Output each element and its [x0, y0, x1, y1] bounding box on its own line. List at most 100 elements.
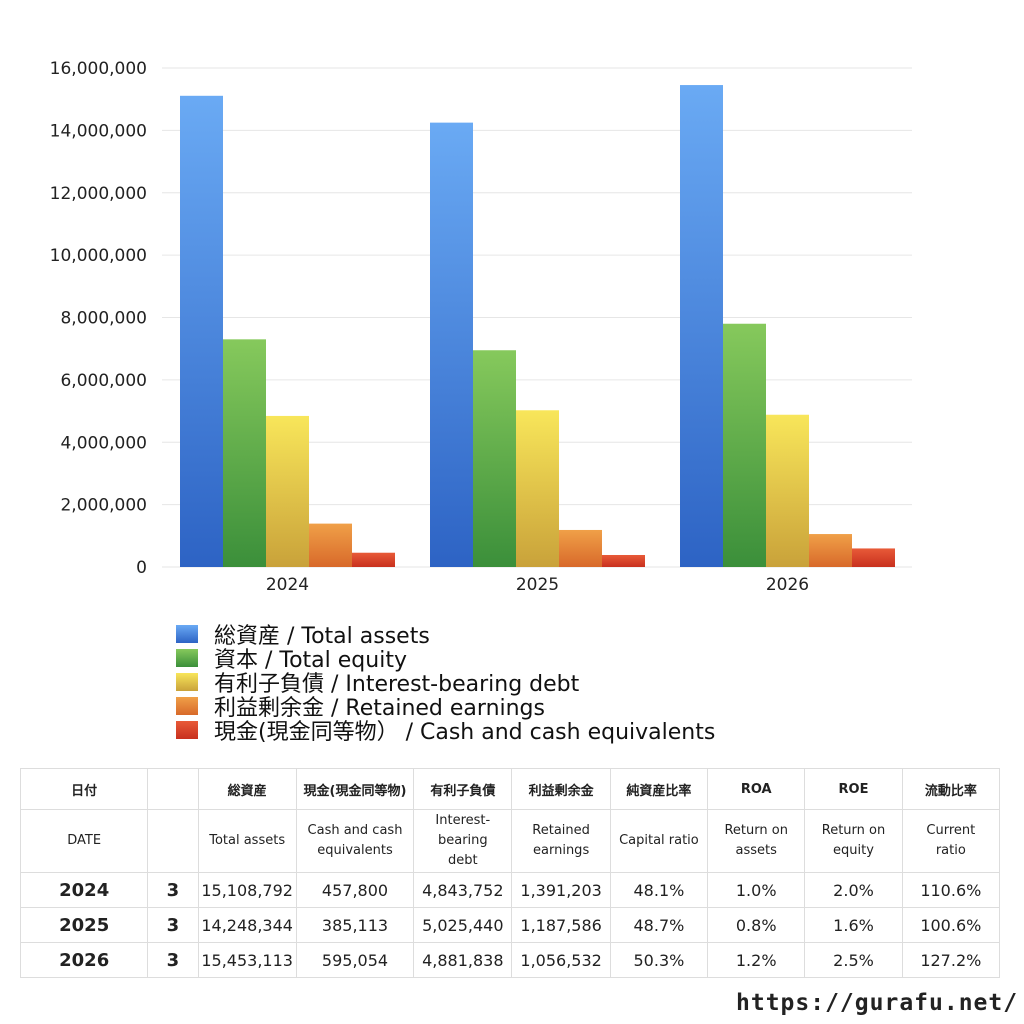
table-cell: 457,800: [295, 872, 415, 908]
legend-item: 有利子負債 / Interest-bearing debt: [176, 670, 715, 697]
x-tick-label: 2026: [766, 575, 809, 595]
table-cell: 3: [147, 907, 199, 943]
legend-swatch: [176, 697, 198, 715]
table-cell: 110.6%: [901, 872, 1001, 908]
y-tick-label: 12,000,000: [50, 184, 147, 204]
table-header-jp: 日付 総資産 現金(現金同等物) 有利子負債 利益剰余金 純資産比率 ROA ROE 流動比率: [19, 768, 1001, 810]
table-cell: 4,843,752: [413, 872, 513, 908]
legend: 総資産 / Total assets 資本 / Total equity 有利子負債…: [176, 622, 715, 745]
table-cell: 14,248,344: [197, 907, 297, 943]
table-cell: 15,108,792: [197, 872, 297, 908]
y-tick-label: 10,000,000: [50, 246, 147, 266]
legend-swatch: [176, 721, 198, 739]
header-cell: ROE: [804, 768, 903, 810]
table-cell: 385,113: [295, 907, 415, 943]
table-cell: 15,453,113: [197, 942, 297, 978]
header-cell: 純資産比率: [609, 768, 709, 810]
legend-swatch: [176, 625, 198, 643]
legend-label: 資本 / Total equity: [214, 648, 407, 673]
table-header-en: DATE Total assets Cash and cash equivalents…: [19, 809, 1001, 873]
y-tick-label: 6,000,000: [60, 371, 147, 391]
bar: [309, 523, 352, 567]
table-cell: 2.5%: [804, 942, 903, 978]
bar-chart: 0 2,000,000 4,000,000 6,000,000 8,000,000 10,…: [50, 59, 912, 595]
x-tick-label: 2024: [266, 575, 309, 595]
y-tick-label: 14,000,000: [50, 121, 147, 141]
table-cell: 2025: [19, 907, 149, 943]
header-cell: [147, 768, 199, 810]
table-cell: 2026: [19, 942, 149, 978]
bar: [516, 410, 559, 567]
table-cell: 4,881,838: [413, 942, 513, 978]
bar: [430, 122, 473, 568]
y-tick-label: 4,000,000: [60, 433, 147, 453]
header-cell: Interest-bearing debt: [413, 809, 513, 873]
legend-swatch: [176, 673, 198, 691]
bar: [766, 414, 809, 567]
table-cell: 127.2%: [901, 942, 1001, 978]
table-cell: 3: [147, 872, 199, 908]
header-cell: Current ratio: [901, 809, 1001, 873]
bar: [723, 323, 766, 567]
legend-swatch: [176, 649, 198, 667]
table-cell: 48.1%: [609, 872, 709, 908]
header-cell: 総資産: [197, 768, 297, 810]
table-cell: 5,025,440: [413, 907, 513, 943]
legend-label: 総資産 / Total assets: [214, 624, 430, 649]
header-cell: 日付: [19, 768, 149, 810]
header-cell: 現金(現金同等物): [295, 768, 415, 810]
site-url: https://gurafu.net/: [736, 990, 1019, 1016]
header-cell: Total assets: [197, 809, 297, 873]
bar: [180, 95, 223, 567]
bar: [680, 85, 723, 568]
table-cell: 2024: [19, 872, 149, 908]
header-cell: 有利子負債: [413, 768, 513, 810]
table-cell: 1,187,586: [511, 907, 611, 943]
header-cell: 利益剰余金: [511, 768, 611, 810]
header-cell: Return on equity: [804, 809, 903, 873]
legend-item: 資本 / Total equity: [176, 646, 715, 673]
table-row: 2025 3 14,248,344 385,113 5,025,440 1,187,586…: [19, 907, 1001, 943]
table-cell: 1.0%: [707, 872, 806, 908]
legend-label: 現金(現金同等物） / Cash and cash equivalents: [214, 720, 716, 745]
bar: [602, 554, 645, 567]
y-tick-label: 8,000,000: [60, 309, 147, 329]
table-cell: 1.2%: [707, 942, 806, 978]
x-axis-ticks: 2024 2025 2026: [266, 575, 809, 595]
table-cell: 1,391,203: [511, 872, 611, 908]
table-cell: 1.6%: [804, 907, 903, 943]
legend-label: 利益剰余金 / Retained earnings: [214, 696, 545, 721]
legend-item: 利益剰余金 / Retained earnings: [176, 694, 715, 721]
bar: [352, 552, 395, 567]
y-tick-label: 16,000,000: [50, 59, 147, 79]
bar: [266, 415, 309, 567]
bar: [559, 529, 602, 567]
table-cell: 48.7%: [609, 907, 709, 943]
table-cell: 1,056,532: [511, 942, 611, 978]
bar: [473, 350, 516, 567]
table-cell: 3: [147, 942, 199, 978]
financial-table: 日付 総資産 現金(現金同等物) 有利子負債 利益剰余金 純資産比率 ROA ROE 流動比率 D…: [19, 768, 1001, 978]
y-tick-label: 2,000,000: [60, 496, 147, 516]
bar: [223, 339, 266, 567]
table-cell: 2.0%: [804, 872, 903, 908]
x-tick-label: 2025: [516, 575, 559, 595]
bar: [809, 534, 852, 567]
header-cell: 流動比率: [901, 768, 1001, 810]
header-cell: DATE: [19, 809, 149, 873]
header-cell: Capital ratio: [609, 809, 709, 873]
table-cell: 595,054: [295, 942, 415, 978]
legend-label: 有利子負債 / Interest-bearing debt: [214, 672, 580, 697]
header-cell: Cash and cash equivalents: [295, 809, 415, 873]
y-axis-ticks: 0 2,000,000 4,000,000 6,000,000 8,000,000 10,…: [50, 59, 147, 578]
header-cell: ROA: [707, 768, 806, 810]
header-cell: Retained earnings: [511, 809, 611, 873]
header-cell: Return on assets: [707, 809, 806, 873]
bar: [852, 548, 895, 567]
legend-item: 現金(現金同等物） / Cash and cash equivalents: [176, 718, 715, 745]
table-row: 2024 3 15,108,792 457,800 4,843,752 1,391,203…: [19, 872, 1001, 908]
table-row: 2026 3 15,453,113 595,054 4,881,838 1,056,532…: [19, 942, 1001, 978]
table-cell: 0.8%: [707, 907, 806, 943]
legend-item: 総資産 / Total assets: [176, 622, 715, 649]
y-tick-label: 0: [136, 558, 147, 578]
